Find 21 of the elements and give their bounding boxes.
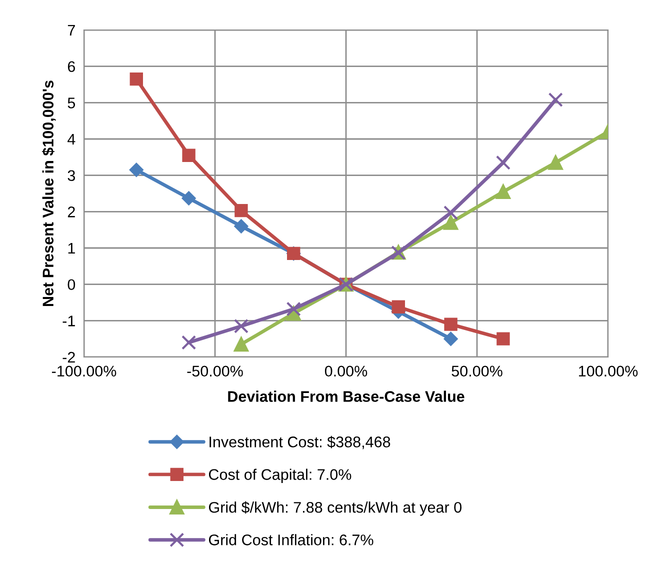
y-tick-label: 1 [68,243,75,254]
x-tick-label: -100.00% [52,366,116,377]
y-tick-label: 0 [68,279,76,290]
y-tick-label: -2 [62,352,75,363]
y-tick-label: -1 [62,316,75,326]
x-tick-label: 0.00% [324,366,368,377]
legend-label: Investment Cost: $388,468 [210,436,390,450]
x-axis-title: Deviation From Base-Case Value [228,390,464,402]
y-tick-label: 6 [68,61,75,72]
legend-label: Grid Cost Inflation: 6.7% [208,534,374,546]
y-axis-title: Net Present Value in $100,000's [42,80,56,306]
x-tick-label: 100.00% [579,366,638,377]
y-tick-label: 3 [68,170,75,182]
y-tick-label: 4 [68,134,76,145]
legend-label: Cost of Capital: 7.0% [208,468,352,483]
x-tick-label: 50.00% [452,366,502,377]
y-tick-label: 7 [68,25,75,36]
y-tick-label: 5 [68,98,76,108]
legend-label: Grid $/kWh: 7.88 cents/kWh at year 0 [208,501,462,516]
y-tick-label: 2 [68,206,75,218]
x-tick-label: -50.00% [187,366,243,377]
